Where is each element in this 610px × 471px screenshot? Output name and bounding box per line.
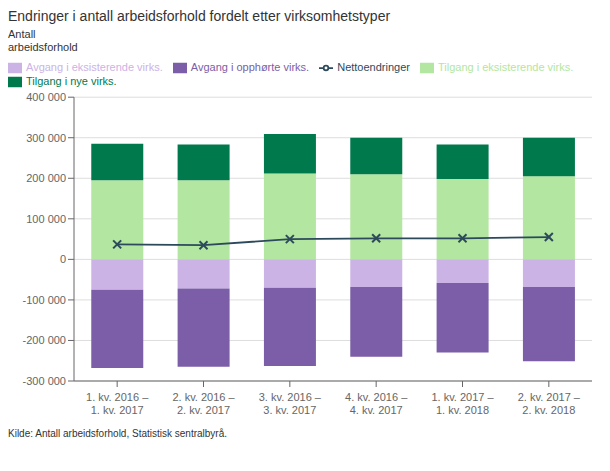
svg-text:100 000: 100 000	[26, 213, 66, 225]
svg-text:-300 000: -300 000	[23, 375, 66, 387]
svg-text:1. kv. 2017 –1. kv. 2018: 1. kv. 2017 –1. kv. 2018	[431, 391, 494, 416]
html-text:Tilgang i nye virks.: Tilgang i nye virks.	[26, 75, 117, 88]
svg-text:2. kv. 2017 –2. kv. 2018: 2. kv. 2017 –2. kv. 2018	[518, 391, 581, 416]
svg-text:1. kv. 2016 –1. kv. 2017: 1. kv. 2016 –1. kv. 2017	[86, 391, 149, 416]
svg-text:-100 000: -100 000	[23, 294, 66, 306]
svg-text:200 000: 200 000	[26, 172, 66, 184]
svg-text:3. kv. 2016 –3. kv. 2017: 3. kv. 2016 –3. kv. 2017	[259, 391, 322, 416]
svg-text:-200 000: -200 000	[23, 334, 66, 346]
html-text:Avgang i opphørte virks.: Avgang i opphørte virks.	[190, 61, 310, 73]
svg-text:4. kv. 2016 –4. kv. 2017: 4. kv. 2016 –4. kv. 2017	[345, 391, 408, 416]
svg-text:300 000: 300 000	[26, 132, 66, 144]
html-text:Kilde: Antall arbeidsforhold,: Kilde: Antall arbeidsforhold, Statistisk…	[8, 428, 227, 439]
html-text:Tilgang i eksisterende virks.: Tilgang i eksisterende virks.	[438, 61, 574, 73]
svg-text:0: 0	[60, 253, 66, 265]
html-text:Endringer i antall arbeidsforh: Endringer i antall arbeidsforhold fordel…	[8, 8, 391, 24]
svg-text:2. kv. 2016 –2. kv. 2017: 2. kv. 2016 –2. kv. 2017	[172, 391, 235, 416]
svg-text:400 000: 400 000	[26, 91, 66, 103]
html-text:Avgang i eksisterende virks.: Avgang i eksisterende virks.	[26, 61, 163, 73]
html-text:Nettoendringer: Nettoendringer	[337, 61, 410, 73]
html-text:Antall arbeidsforhold: Antall arbeidsforhold	[8, 28, 78, 53]
